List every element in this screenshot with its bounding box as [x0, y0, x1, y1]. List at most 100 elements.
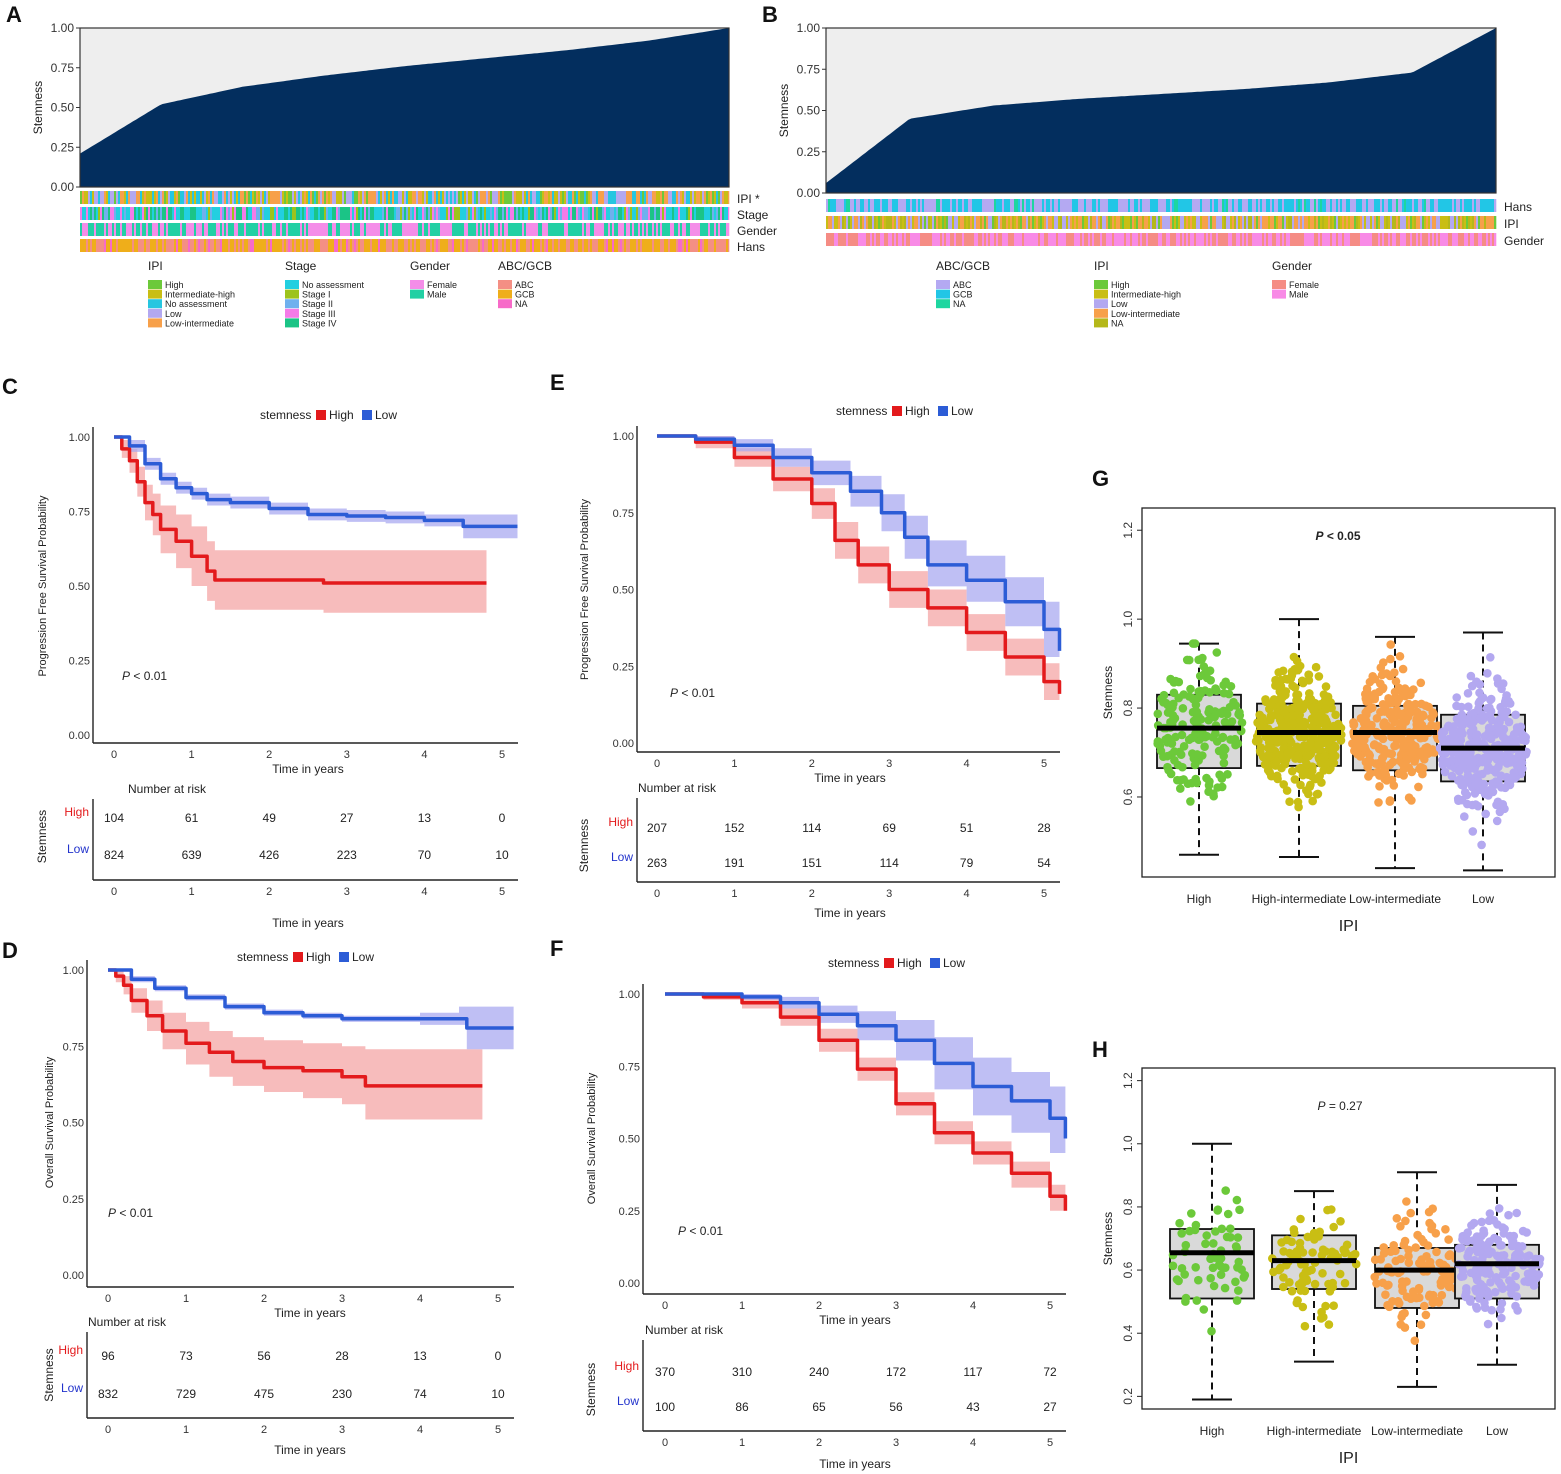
- track-cell: [1370, 199, 1373, 212]
- track-cell: [934, 216, 937, 229]
- risk-table-title-c: Number at risk: [128, 782, 207, 796]
- track-cell: [616, 207, 619, 220]
- track-cell: [168, 207, 171, 220]
- track-cell: [1426, 216, 1429, 229]
- track-cell: [178, 223, 181, 236]
- track-cell: [928, 216, 931, 229]
- track-cell: [194, 207, 197, 220]
- risk-value-d: 230: [332, 1387, 352, 1401]
- swarm-point: [1399, 771, 1408, 780]
- track-cell: [348, 191, 351, 204]
- track-cell: [844, 233, 847, 246]
- swarm-point: [1153, 709, 1163, 719]
- track-cell: [414, 239, 417, 252]
- track-cell: [1206, 199, 1209, 212]
- track-cell: [1280, 216, 1283, 229]
- track-cell: [1288, 233, 1291, 246]
- y-tick-label-g: 1.2: [1121, 522, 1135, 539]
- swarm-point: [1486, 653, 1495, 662]
- legend-swatch-a: [148, 318, 162, 328]
- track-cell: [1150, 233, 1153, 246]
- track-cell: [1308, 233, 1311, 246]
- swarm-point: [1362, 710, 1371, 719]
- swarm-point: [1181, 1293, 1191, 1303]
- swarm-point: [1476, 785, 1485, 795]
- track-cell: [618, 191, 621, 204]
- swarm-point: [1269, 1267, 1278, 1277]
- track-cell: [1408, 233, 1411, 246]
- track-cell: [960, 233, 963, 246]
- swarm-point: [1511, 773, 1521, 782]
- track-cell: [1274, 199, 1277, 212]
- box-group-h-0: [1168, 1142, 1255, 1401]
- track-cell: [274, 207, 277, 220]
- track-cell: [616, 239, 619, 252]
- track-cell: [596, 207, 599, 220]
- track-cell: [240, 239, 243, 252]
- y-tick-label-c: 0.25: [69, 656, 90, 668]
- track-cell: [668, 239, 671, 252]
- track-cell: [1102, 216, 1105, 229]
- track-cell: [1450, 233, 1453, 246]
- track-cell: [204, 239, 207, 252]
- y-axis-label-h: Stemness: [1101, 1212, 1115, 1265]
- track-cell: [82, 191, 85, 204]
- swarm-point: [1452, 714, 1462, 724]
- track-cell: [92, 207, 95, 220]
- track-cell: [98, 223, 101, 236]
- track-cell: [90, 207, 93, 220]
- swarm-point: [1321, 682, 1331, 691]
- track-cell: [916, 233, 919, 246]
- track-cell: [700, 239, 703, 252]
- track-cell: [396, 207, 399, 220]
- track-cell: [158, 207, 161, 220]
- track-cell: [1138, 216, 1141, 229]
- track-cell: [1224, 199, 1227, 212]
- track-cell: [1010, 233, 1013, 246]
- track-cell: [136, 207, 139, 220]
- track-cell: [574, 223, 577, 236]
- track-cell: [500, 207, 503, 220]
- track-cell: [1328, 216, 1331, 229]
- risk-value-f: 240: [809, 1365, 829, 1379]
- track-cell: [1080, 199, 1083, 212]
- track-cell: [646, 223, 649, 236]
- track-cell: [562, 239, 565, 252]
- track-cell: [1352, 233, 1355, 246]
- track-cell: [1330, 216, 1333, 229]
- track-cell: [1038, 199, 1041, 212]
- track-cell: [298, 191, 301, 204]
- track-cell: [920, 199, 923, 212]
- track-cell: [1324, 233, 1327, 246]
- swarm-point: [1305, 782, 1315, 791]
- track-cell: [1032, 199, 1035, 212]
- track-cell: [702, 223, 705, 236]
- track-cell: [188, 191, 191, 204]
- track-cell: [472, 207, 475, 220]
- track-cell: [988, 233, 991, 246]
- track-cell: [1250, 216, 1253, 229]
- swarm-point: [1283, 749, 1292, 758]
- track-cell: [596, 223, 599, 236]
- track-cell: [600, 223, 603, 236]
- track-cell: [1088, 216, 1091, 229]
- track-cell: [1056, 216, 1059, 229]
- track-cell: [294, 223, 297, 236]
- track-cell: [280, 191, 283, 204]
- track-cell: [384, 191, 387, 204]
- track-cell: [1300, 216, 1303, 229]
- track-cell: [1486, 216, 1489, 229]
- track-cell: [1404, 216, 1407, 229]
- track-cell: [276, 223, 279, 236]
- track-cell: [1424, 199, 1427, 212]
- track-cell: [1244, 199, 1247, 212]
- track-cell: [488, 191, 491, 204]
- track-cell: [360, 207, 363, 220]
- x-category-label-g: High: [1187, 892, 1212, 906]
- track-cell: [1434, 199, 1437, 212]
- swarm-point: [1301, 1267, 1310, 1277]
- track-cell: [94, 191, 97, 204]
- track-cell: [970, 233, 973, 246]
- track-cell: [1104, 199, 1107, 212]
- track-cell: [572, 239, 575, 252]
